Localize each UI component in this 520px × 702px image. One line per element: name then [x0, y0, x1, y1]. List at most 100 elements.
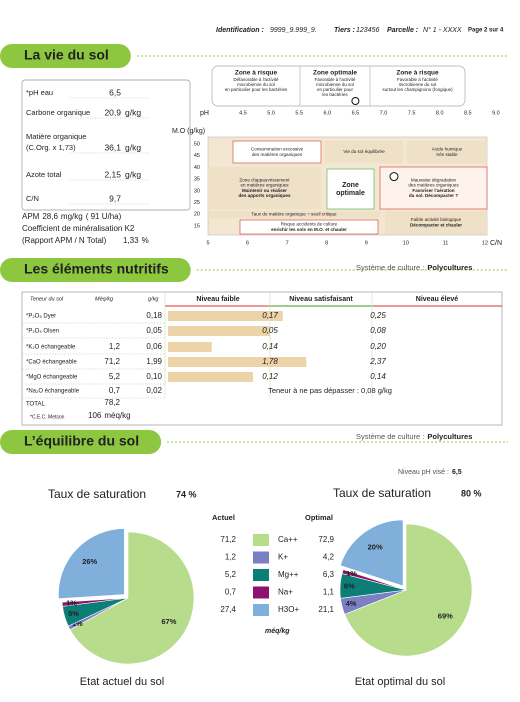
cec-value-part: 106: [88, 411, 102, 420]
section-title: La vie du sol: [24, 47, 109, 63]
legend-label: K+: [278, 553, 288, 562]
ph-tick: 6.0: [323, 110, 331, 116]
nutrient-gkg: 0,18: [146, 311, 162, 320]
ph-zone-text: microbienne du sol: [316, 82, 354, 87]
k2-value: 1,33%: [123, 236, 149, 245]
apm-part: ( 91 U/ha): [86, 212, 122, 221]
mo-x-tick: 12: [482, 240, 488, 246]
ph-axis-label: pH: [200, 110, 209, 117]
meq-actuel: 1,2: [225, 553, 237, 562]
measure-unit: g/kg: [125, 169, 141, 179]
apm: APM 28,6 mg/kg( 91 U/ha): [22, 212, 122, 221]
mo-zone-text: des matières organiques: [408, 183, 459, 188]
ph-zone-text: Défavorable à l'activité: [233, 77, 279, 82]
ph-zone-title: Zone optimale: [313, 70, 357, 77]
header-tiers: 123456: [356, 27, 379, 34]
mo-zone-text: Favoriser l'aération: [412, 188, 454, 193]
legend-label: H3O+: [278, 605, 299, 614]
mo-zone: [385, 211, 487, 234]
ph-target-part: Niveau pH visé :: [398, 469, 449, 476]
legend-swatch: [253, 551, 269, 564]
legend-swatch: [253, 569, 269, 581]
pie-slice: [339, 519, 404, 587]
nutrient-gkg: 1,99: [146, 357, 162, 366]
measure-label: Matière organique: [26, 132, 86, 141]
k2-sublabel: (Rapport APM / N Total): [22, 236, 107, 245]
legend-label: Mg++: [278, 570, 299, 579]
saturation-label: Taux de saturation: [333, 486, 431, 500]
ph-tick: 8.0: [436, 110, 444, 116]
k2-label: Coefficient de minéralisation K2: [22, 224, 135, 233]
ph-zone-text: Favorable à l'activité: [397, 77, 438, 82]
pie-label: 67%: [161, 617, 176, 626]
mo-marker: [389, 172, 399, 182]
ph-marker: [351, 97, 360, 105]
mo-zone-text: des apports organiques: [238, 193, 291, 198]
mo-zone-text: Vie du sol équilibrée: [343, 149, 385, 154]
pie-label: 1%: [66, 598, 77, 607]
threshold-low: 0,05: [262, 326, 278, 335]
meq-actuel: 5,2: [225, 570, 237, 579]
nutrient-gkg: 0,02: [146, 386, 162, 395]
mo-zone-text: Acide humique: [432, 147, 463, 152]
mo-y-tick: 35: [194, 177, 200, 183]
mo-y-tick: 15: [194, 223, 200, 229]
measure-label: C/N: [26, 194, 39, 203]
saturation-label: Taux de saturation: [48, 487, 146, 501]
cec-value-part: méq/kg: [104, 411, 130, 420]
pie-label: 20%: [368, 542, 383, 551]
meq-optimal: 6,3: [323, 570, 335, 579]
ph-tick: 5.5: [295, 110, 303, 116]
banner: [0, 430, 162, 454]
culture-part: Système de culture :: [356, 263, 424, 272]
pie-label: 6%: [344, 581, 355, 590]
culture-part: Système de culture :: [356, 432, 424, 441]
legend-header: Optimal: [305, 513, 333, 522]
pie-label: 1%: [72, 619, 83, 628]
apm-part: 28,6: [42, 212, 58, 221]
mo-zone: [325, 141, 403, 163]
k2-value-part: %: [142, 236, 149, 245]
legend-unit: méq/kg: [265, 628, 290, 635]
table-header: Teneur du sol: [30, 296, 64, 302]
measure-unit: g/kg: [125, 107, 141, 117]
nutrient-bar: [168, 311, 283, 321]
pie-slice: [69, 531, 195, 665]
legend-swatch: [253, 604, 269, 616]
meq-actuel: 71,2: [220, 535, 236, 544]
mo-zone: [379, 166, 488, 210]
pie-label: 5%: [68, 609, 79, 618]
mo-zone-text: Mauvaise dégradation: [411, 177, 457, 182]
nutrient-meq: 0,7: [109, 386, 121, 395]
meq-optimal: 1,1: [323, 588, 335, 597]
mo-zone-text: Zone: [342, 182, 359, 189]
mo-zone-text: Faible activité biologique: [411, 217, 462, 222]
mo-x-tick: 11: [443, 240, 449, 246]
measure-sublabel: (C.Org. x 1,73): [26, 143, 76, 152]
threshold-low: 0,12: [262, 372, 278, 381]
pie-slice: [341, 569, 407, 591]
measure-label: *pH eau: [26, 88, 53, 97]
page-number: Page 2 sur 4: [468, 28, 504, 34]
threshold-low: 0,14: [262, 342, 278, 351]
ph-zone-title: Zone à risque: [235, 70, 278, 77]
header-identification: 9999_9.999_9.: [270, 27, 317, 34]
pie-slice: [58, 528, 125, 600]
header-parcelle: N° 1 - XXXX: [423, 26, 462, 34]
pie-label: 1%: [346, 569, 357, 578]
measure-unit: g/kg: [125, 142, 141, 152]
cec-value: 106 méq/kg: [88, 411, 131, 420]
mo-x-tick: 10: [403, 240, 409, 246]
mo-x-tick: 6: [246, 240, 249, 246]
mo-zone-text: Zone d'appauvrissement: [239, 177, 290, 182]
nutrient-name: *Na₂O échangeable: [26, 389, 80, 395]
ph-tick: 8.5: [464, 110, 472, 116]
ph-tick: 9.0: [492, 110, 500, 116]
mo-zone: [326, 168, 375, 210]
measure-label: Azote total: [26, 170, 62, 179]
mo-zone-text: très stable: [436, 152, 458, 157]
nutrient-name: *CaO échangeable: [26, 360, 77, 366]
nutrient-name: *MgO échangeable: [26, 375, 78, 381]
nutrient-meq: 5,2: [109, 372, 121, 381]
